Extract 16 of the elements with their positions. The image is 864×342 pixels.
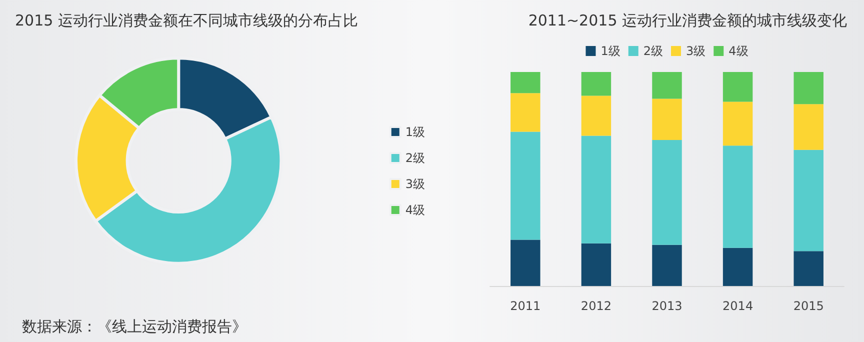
legend-label: 2级 [643,44,664,58]
x-tick-label: 2012 [580,299,612,313]
legend-label: 1级 [600,44,620,58]
legend-label: 3级 [686,44,706,58]
x-tick-label: 2014 [722,299,754,313]
legend-label: 3级 [405,177,426,191]
legend-label: 1级 [405,125,426,139]
source-note: 数据来源：《线上运动消费报告》 [22,318,247,336]
legend-label: 2级 [405,151,426,165]
x-tick-label: 2011 [510,299,541,313]
chart-title: 2015 运动行业消费金额在不同城市线级的分布占比 [15,12,358,30]
x-tick-label: 2015 [793,299,824,313]
chart-title: 2011~2015 运动行业消费金额的城市线级变化 [528,12,848,30]
x-tick-label: 2013 [652,299,682,313]
legend-label: 4级 [728,44,748,58]
legend-label: 4级 [405,203,426,217]
